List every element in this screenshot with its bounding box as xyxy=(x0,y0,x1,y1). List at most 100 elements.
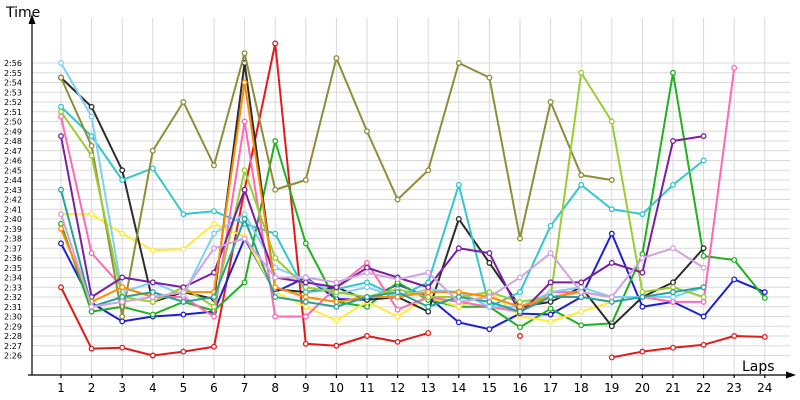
data-point xyxy=(731,276,738,283)
y-axis-arrow xyxy=(28,14,36,24)
data-point xyxy=(700,253,707,259)
series-line xyxy=(60,106,705,308)
data-point xyxy=(670,279,676,286)
data-point xyxy=(211,208,217,215)
data-point xyxy=(272,138,279,144)
x-tick-label: 24 xyxy=(757,381,772,395)
data-point xyxy=(272,294,279,300)
x-tick-label: 18 xyxy=(574,381,589,395)
data-point xyxy=(149,165,156,172)
data-point xyxy=(272,313,279,320)
data-point xyxy=(211,220,217,227)
data-point xyxy=(455,245,462,252)
data-point xyxy=(333,279,340,286)
data-point xyxy=(608,177,615,183)
data-point xyxy=(119,294,126,300)
data-point xyxy=(608,259,615,266)
data-point xyxy=(670,69,676,76)
data-point xyxy=(364,303,370,310)
data-point xyxy=(547,298,554,305)
data-point xyxy=(517,289,523,296)
data-point xyxy=(364,294,370,300)
data-point xyxy=(302,340,309,347)
x-tick-label: 6 xyxy=(210,381,218,395)
data-point xyxy=(517,308,523,315)
data-point xyxy=(302,284,309,291)
data-point xyxy=(547,279,554,286)
x-tick-label: 1 xyxy=(57,381,65,395)
data-point xyxy=(639,303,646,310)
data-point xyxy=(333,55,340,62)
series xyxy=(58,186,707,315)
series xyxy=(58,50,615,320)
data-point xyxy=(670,298,676,305)
data-point xyxy=(302,294,309,300)
data-point xyxy=(761,334,768,340)
data-point xyxy=(58,74,64,81)
data-point xyxy=(425,289,432,296)
data-point xyxy=(88,303,95,310)
data-point xyxy=(670,245,676,252)
data-point xyxy=(700,133,707,140)
data-point xyxy=(149,294,156,300)
data-point xyxy=(425,294,432,300)
data-point xyxy=(180,99,187,105)
data-point xyxy=(670,289,676,296)
y-tick-label: 2:50 xyxy=(4,118,22,127)
data-point xyxy=(608,294,615,300)
y-axis-title: Time xyxy=(5,5,40,21)
y-tick-label: 2:30 xyxy=(4,313,22,322)
data-point xyxy=(241,50,248,57)
data-point xyxy=(731,333,738,339)
x-tick-label: 19 xyxy=(604,381,619,395)
data-point xyxy=(425,167,432,174)
data-point xyxy=(578,279,585,286)
data-point xyxy=(455,216,462,222)
data-point xyxy=(119,274,126,281)
data-point xyxy=(670,294,676,300)
y-tick-label: 2:32 xyxy=(4,293,22,302)
data-point xyxy=(302,240,309,247)
data-point xyxy=(211,245,217,252)
data-point xyxy=(455,303,462,310)
y-tick-label: 2:54 xyxy=(4,79,22,88)
data-point xyxy=(333,303,340,310)
x-tick-label: 3 xyxy=(118,381,126,395)
data-point xyxy=(486,303,493,310)
data-point xyxy=(272,230,279,237)
data-point xyxy=(455,298,462,305)
data-point xyxy=(302,279,309,286)
y-tick-label: 2:26 xyxy=(4,352,22,361)
data-point xyxy=(700,341,707,348)
series-line xyxy=(60,213,705,308)
x-tick-label: 13 xyxy=(421,381,436,395)
data-point xyxy=(670,138,676,144)
x-axis-arrow xyxy=(786,371,796,379)
data-point xyxy=(241,211,248,218)
x-tick-label: 8 xyxy=(271,381,279,395)
series xyxy=(58,133,707,317)
data-point xyxy=(455,289,462,296)
data-point xyxy=(58,211,64,218)
data-point xyxy=(333,284,340,291)
data-point xyxy=(700,313,707,320)
series-line xyxy=(60,135,704,315)
data-point xyxy=(119,167,126,174)
data-point xyxy=(272,264,279,271)
data-point xyxy=(486,326,493,333)
data-point xyxy=(241,235,248,242)
y-tick-label: 2:31 xyxy=(4,303,22,312)
y-tick-label: 2:41 xyxy=(4,205,22,214)
data-point xyxy=(302,274,309,281)
data-point xyxy=(180,311,187,318)
data-point xyxy=(670,284,676,291)
data-point xyxy=(608,206,615,213)
y-tick-label: 2:33 xyxy=(4,283,22,292)
data-point xyxy=(272,284,279,291)
data-point xyxy=(608,354,615,361)
y-tick-label: 2:37 xyxy=(4,244,22,253)
y-tick-label: 2:44 xyxy=(4,176,22,185)
data-point xyxy=(517,333,523,339)
data-point xyxy=(455,60,462,66)
data-point xyxy=(486,294,493,300)
